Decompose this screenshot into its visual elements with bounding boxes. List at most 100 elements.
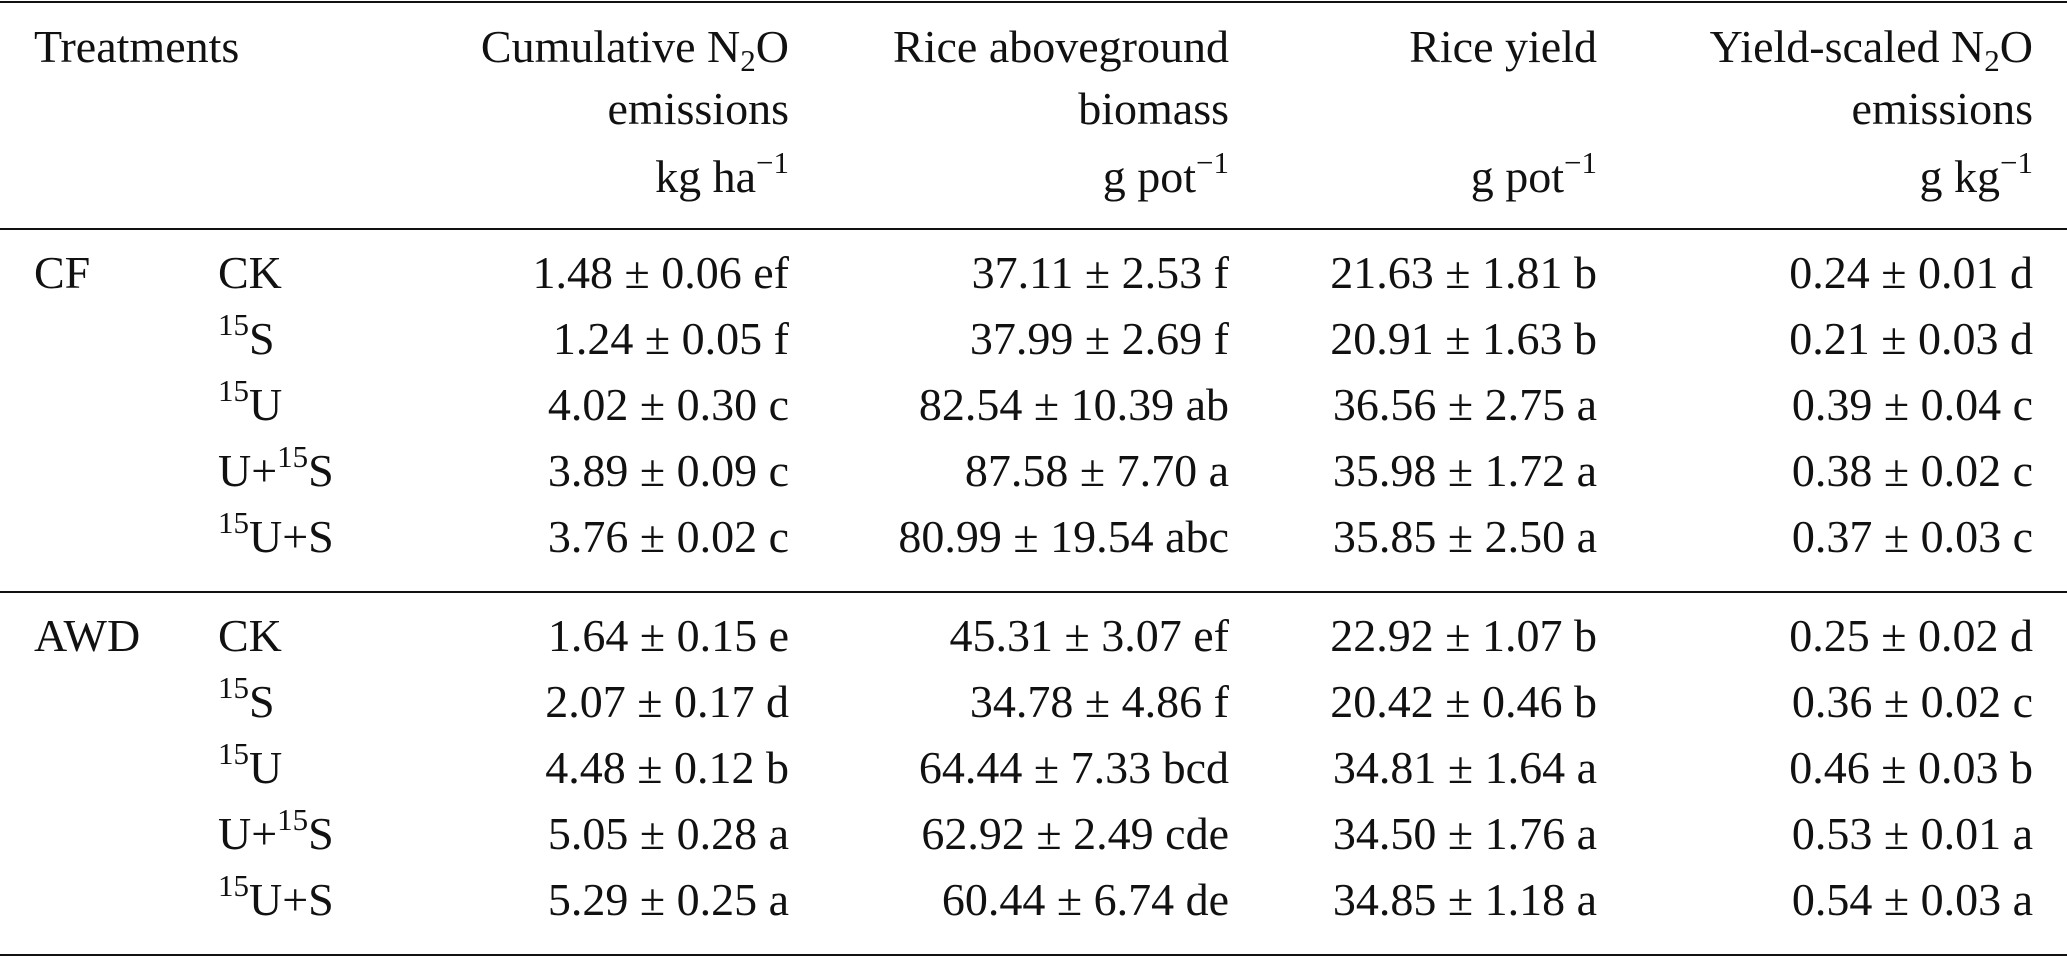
header-rule xyxy=(0,228,2067,230)
header-cumulative-title: Cumulative N2O xyxy=(481,16,789,78)
cumulative-n2o-value: 5.05 ± 0.28 a xyxy=(547,808,789,859)
header-ys-line2: emissions xyxy=(1851,83,2033,134)
header-yield-unit-sup: −1 xyxy=(1564,145,1597,180)
yield-scaled-n2o-value: 0.36 ± 0.02 c xyxy=(1791,676,2033,727)
rice-yield-value: 20.91 ± 1.63 b xyxy=(1330,313,1597,364)
aboveground-biomass-value: 64.44 ± 7.33 bcd xyxy=(918,742,1229,793)
treatment-name-suffix: S xyxy=(308,445,334,496)
treatment-name: U+S xyxy=(249,511,334,562)
header-cumulative-suffix: O xyxy=(755,21,789,72)
header-treatments: Treatments xyxy=(34,16,239,78)
header-cumulative-unit: kg ha−1 xyxy=(481,146,789,208)
cumulative-n2o-value: 1.24 ± 0.05 f xyxy=(552,313,789,364)
yield-scaled-n2o-value: 0.54 ± 0.03 a xyxy=(1791,874,2033,925)
treatment-name-suffix: S xyxy=(308,808,334,859)
header-cumulative-line2: emissions xyxy=(607,83,789,134)
yield-scaled-n2o-value: 0.39 ± 0.04 c xyxy=(1791,379,2033,430)
header-cumulative-subscript: 2 xyxy=(740,43,756,78)
header-yield-scaled-n2o: Yield-scaled N2O emissions g kg−1 xyxy=(1710,16,2033,208)
header-biomass-unit-sup: −1 xyxy=(1196,145,1229,180)
treatment-isotope-sup: 15 xyxy=(218,505,249,540)
treatment-label: U+15S xyxy=(218,804,334,864)
aboveground-biomass-value: 60.44 ± 6.74 de xyxy=(941,874,1229,925)
header-ys-prefix: Yield-scaled N xyxy=(1709,21,1985,72)
header-ys-title: Yield-scaled N2O xyxy=(1710,16,2033,78)
header-biomass-line2: biomass xyxy=(1078,83,1229,134)
header-ys-unit: g kg−1 xyxy=(1710,146,2033,208)
header-yield-unit-base: g pot xyxy=(1470,151,1565,202)
treatment-label: U+15S xyxy=(218,441,334,501)
group-divider-rule xyxy=(0,591,2067,593)
rice-yield-value: 35.98 ± 1.72 a xyxy=(1332,445,1597,496)
cumulative-n2o-value: 2.07 ± 0.17 d xyxy=(545,676,789,727)
treatment-isotope-sup: 15 xyxy=(277,802,309,837)
rice-yield-value: 34.85 ± 1.18 a xyxy=(1332,874,1597,925)
header-cumulative-unit-base: kg ha xyxy=(655,151,757,202)
group-label: AWD xyxy=(34,610,141,661)
cumulative-n2o-value: 4.02 ± 0.30 c xyxy=(547,379,789,430)
treatment-name: U+ xyxy=(218,445,278,496)
header-aboveground-biomass: Rice aboveground biomass g pot−1 xyxy=(893,16,1229,208)
treatment-name: CK xyxy=(218,610,282,661)
header-yield-unit: g pot−1 xyxy=(1409,146,1597,208)
aboveground-biomass-value: 37.11 ± 2.53 f xyxy=(971,247,1229,298)
header-yield-line1: Rice yield xyxy=(1409,21,1597,72)
header-ys-unit-sup: −1 xyxy=(2000,145,2033,180)
treatment-isotope-sup: 15 xyxy=(218,307,249,342)
aboveground-biomass-value: 37.99 ± 2.69 f xyxy=(969,313,1229,364)
header-cumulative-n2o: Cumulative N2O emissions kg ha−1 xyxy=(481,16,789,208)
aboveground-biomass-value: 87.58 ± 7.70 a xyxy=(964,445,1229,496)
header-cumulative-unit-sup: −1 xyxy=(756,145,789,180)
header-ys-unit-base: g kg xyxy=(1919,151,2001,202)
treatment-label: 15U xyxy=(218,738,282,798)
treatment-label: 15S xyxy=(218,672,275,732)
header-rice-yield: Rice yield g pot−1 xyxy=(1409,16,1597,208)
bottom-rule xyxy=(0,954,2067,956)
header-yield-spacer xyxy=(1409,78,1597,140)
header-ys-suffix: O xyxy=(1999,21,2033,72)
aboveground-biomass-value: 45.31 ± 3.07 ef xyxy=(949,610,1229,661)
treatment-isotope-sup: 15 xyxy=(277,439,309,474)
treatment-label: 15S xyxy=(218,309,275,369)
rice-yield-value: 22.92 ± 1.07 b xyxy=(1330,610,1597,661)
header-biomass-unit: g pot−1 xyxy=(893,146,1229,208)
rice-yield-value: 20.42 ± 0.46 b xyxy=(1330,676,1597,727)
yield-scaled-n2o-value: 0.21 ± 0.03 d xyxy=(1789,313,2033,364)
top-rule xyxy=(0,1,2067,3)
aboveground-biomass-value: 80.99 ± 19.54 abc xyxy=(898,511,1229,562)
aboveground-biomass-value: 62.92 ± 2.49 cde xyxy=(921,808,1229,859)
cumulative-n2o-value: 1.48 ± 0.06 ef xyxy=(532,247,789,298)
header-ys-subscript: 2 xyxy=(1984,43,2000,78)
treatment-name: CK xyxy=(218,247,282,298)
cumulative-n2o-value: 5.29 ± 0.25 a xyxy=(547,874,789,925)
rice-yield-value: 36.56 ± 2.75 a xyxy=(1332,379,1597,430)
treatment-name: S xyxy=(249,313,275,364)
rice-yield-value: 35.85 ± 2.50 a xyxy=(1332,511,1597,562)
header-biomass-unit-base: g pot xyxy=(1102,151,1197,202)
treatment-name: U+S xyxy=(249,874,334,925)
header-treatments-label: Treatments xyxy=(34,21,240,72)
rice-yield-value: 21.63 ± 1.81 b xyxy=(1330,247,1597,298)
cumulative-n2o-value: 1.64 ± 0.15 e xyxy=(547,610,789,661)
treatment-isotope-sup: 15 xyxy=(218,736,249,771)
yield-scaled-n2o-value: 0.53 ± 0.01 a xyxy=(1791,808,2033,859)
cumulative-n2o-value: 3.76 ± 0.02 c xyxy=(547,511,789,562)
cumulative-n2o-value: 4.48 ± 0.12 b xyxy=(545,742,789,793)
treatment-label: CK xyxy=(218,606,282,666)
group-label: CF xyxy=(34,247,91,298)
treatment-isotope-sup: 15 xyxy=(218,373,249,408)
yield-scaled-n2o-value: 0.25 ± 0.02 d xyxy=(1789,610,2033,661)
rice-yield-value: 34.50 ± 1.76 a xyxy=(1332,808,1597,859)
treatment-name: U xyxy=(249,379,283,430)
yield-scaled-n2o-value: 0.38 ± 0.02 c xyxy=(1791,445,2033,496)
aboveground-biomass-value: 82.54 ± 10.39 ab xyxy=(918,379,1229,430)
treatment-label: 15U+S xyxy=(218,870,334,930)
yield-scaled-n2o-value: 0.24 ± 0.01 d xyxy=(1789,247,2033,298)
treatment-label: CK xyxy=(218,243,282,303)
yield-scaled-n2o-value: 0.46 ± 0.03 b xyxy=(1789,742,2033,793)
treatment-name: U+ xyxy=(218,808,278,859)
treatment-name: U xyxy=(249,742,283,793)
treatment-name: S xyxy=(249,676,275,727)
header-cumulative-prefix: Cumulative N xyxy=(480,21,741,72)
